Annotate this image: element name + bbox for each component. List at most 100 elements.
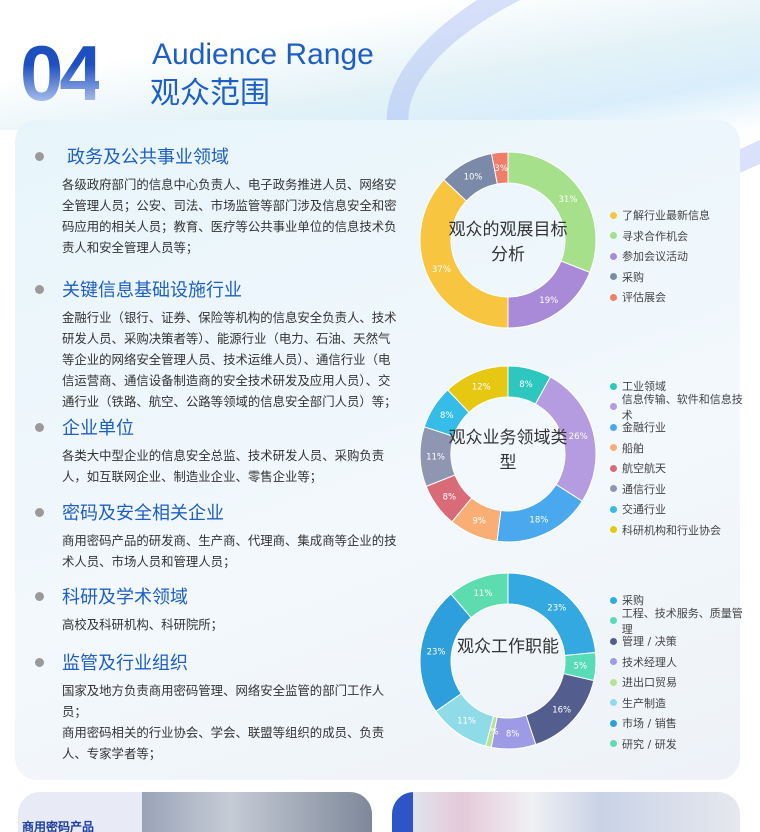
legend-item: 参加会议活动 bbox=[610, 246, 710, 267]
legend-item: 金融行业 bbox=[610, 417, 750, 438]
bullet-icon bbox=[35, 285, 44, 294]
legend-dot-icon bbox=[610, 485, 617, 493]
legend-label: 寻求合作机会 bbox=[622, 229, 688, 243]
legend-dot-icon bbox=[610, 403, 617, 411]
donut-slice bbox=[507, 260, 591, 329]
exhibition-photo-left: 商用密码产品 bbox=[18, 792, 372, 832]
slice-label: 8% bbox=[440, 411, 454, 421]
legend-item: 工程、技术服务、质量管理 bbox=[610, 607, 750, 636]
legend-label: 采购 bbox=[622, 594, 644, 608]
legend-item: 航空航天 bbox=[610, 458, 750, 479]
legend-item: 生产制造 bbox=[610, 693, 750, 714]
legend-label: 市场 / 销售 bbox=[622, 717, 677, 731]
legend-item: 船舶 bbox=[610, 438, 750, 459]
chart-legend: 采购 工程、技术服务、质量管理 管理 / 决策 技术经理人进出口贸易生产制造市场 / … bbox=[610, 590, 750, 754]
legend-dot-icon bbox=[610, 740, 617, 748]
legend-label: 进出口贸易 bbox=[622, 676, 677, 690]
legend-label: 采购 bbox=[622, 270, 644, 284]
legend-dot-icon bbox=[610, 273, 617, 281]
legend-item: 市场 / 销售 bbox=[610, 713, 750, 734]
title-cn: 观众范围 bbox=[150, 76, 270, 111]
legend-dot-icon bbox=[610, 617, 617, 625]
section-body: 各类大中型企业的信息安全总监、技术研发人员、采购负责人，如互联网企业、制造业企业… bbox=[62, 448, 385, 484]
section-title: 密码及安全相关企业 bbox=[62, 503, 224, 524]
legend-label: 信息传输、软件和信息技术 bbox=[621, 392, 743, 422]
legend-label: 生产制造 bbox=[622, 696, 666, 710]
legend-dot-icon bbox=[610, 423, 617, 431]
section-title: 监管及行业组织 bbox=[62, 653, 188, 674]
legend-dot-icon bbox=[610, 637, 617, 645]
bullet-icon bbox=[35, 508, 44, 517]
legend-dot-icon bbox=[610, 678, 617, 686]
title-en: Audience Range bbox=[152, 38, 374, 71]
section-title: 政务及公共事业领域 bbox=[67, 147, 229, 168]
donut-svg: 31% 19% 37% 10% 3% bbox=[419, 151, 597, 329]
slice-label: 5% bbox=[574, 662, 588, 672]
slice-label: 23% bbox=[427, 648, 446, 658]
section-title: 关键信息基础设施行业 bbox=[62, 280, 242, 301]
legend-label: 通信行业 bbox=[622, 482, 666, 496]
section-government: 政务及公共事业领域各级政府部门的信息中心负责人、电子政务推进人员、网络安全管理人… bbox=[35, 146, 402, 258]
legend-item: 技术经理人 bbox=[610, 652, 750, 673]
content-panel bbox=[15, 120, 740, 780]
section-body: 高校及科研机构、科研院所； bbox=[62, 617, 224, 632]
legend-item: 采购 bbox=[610, 267, 710, 288]
legend-dot-icon bbox=[610, 293, 617, 301]
bullet-icon bbox=[35, 658, 44, 667]
chart-center-title: 观众业务领域类型 bbox=[448, 428, 568, 473]
chart-job-functions: 23% 5% 16% 8% 1% 11% 23% 11% 观众工作职能 采购 工程、技术服务、质量管… bbox=[410, 571, 750, 751]
photo-caption: 商用密码产品 bbox=[22, 820, 95, 832]
legend-item: 科研机构和行业协会 bbox=[610, 520, 750, 541]
slice-label: 37% bbox=[432, 265, 451, 275]
legend-label: 了解行业最新信息 bbox=[622, 209, 710, 223]
chart-center-title: 观众的观展目标分析 bbox=[448, 220, 568, 265]
donut-svg: 23% 5% 16% 8% 1% 11% 23% 11% bbox=[419, 572, 597, 750]
section-title: 科研及学术领域 bbox=[62, 587, 188, 608]
section-body: 国家及地方负责商用密码管理、网络安全监管的部门工作人员； 商用密码相关的行业协会… bbox=[62, 683, 385, 761]
donut-slice bbox=[419, 179, 509, 329]
slice-label: 26% bbox=[569, 432, 588, 442]
section-regulation: 监管及行业组织国家及地方负责商用密码管理、网络安全监管的部门工作人员； 商用密码… bbox=[35, 652, 402, 764]
legend-dot-icon bbox=[610, 382, 617, 390]
donut-svg: 8% 26% 18% 9% 8% 11% 8% 12% bbox=[419, 365, 597, 543]
chart-legend: 了解行业最新信息 寻求合作机会参加会议活动采购评估展会 bbox=[610, 205, 710, 308]
legend-dot-icon bbox=[610, 526, 617, 534]
legend-dot-icon bbox=[610, 464, 617, 472]
legend-label: 管理 / 决策 bbox=[622, 635, 677, 649]
section-research: 科研及学术领域高校及科研机构、科研院所； bbox=[35, 586, 402, 635]
legend-item: 评估展会 bbox=[610, 287, 710, 308]
slice-label: 31% bbox=[559, 195, 578, 205]
bullet-icon bbox=[35, 592, 44, 601]
legend-item: 采购 bbox=[610, 590, 750, 611]
section-title: 企业单位 bbox=[62, 418, 134, 439]
donut-slice bbox=[450, 572, 509, 619]
slice-label: 18% bbox=[529, 516, 548, 526]
legend-item: 寻求合作机会 bbox=[610, 226, 710, 247]
bullet-icon bbox=[35, 152, 44, 161]
chart-business-fields: 8% 26% 18% 9% 8% 11% 8% 12% 观众业务领域类型 工业领域 信息传输、软件和… bbox=[410, 364, 750, 544]
section-number: 04 bbox=[20, 29, 103, 117]
legend-item: 了解行业最新信息 bbox=[610, 205, 710, 226]
exhibition-photo-right bbox=[392, 792, 740, 832]
legend-item: 进出口贸易 bbox=[610, 672, 750, 693]
slice-label: 11% bbox=[474, 589, 493, 599]
legend-label: 技术经理人 bbox=[622, 655, 677, 669]
bullet-icon bbox=[35, 423, 44, 432]
slice-label: 9% bbox=[472, 517, 486, 527]
legend-dot-icon bbox=[610, 699, 617, 707]
donut-slice bbox=[490, 151, 509, 185]
slice-label: 11% bbox=[426, 452, 445, 462]
header-background bbox=[0, 0, 760, 263]
chart-legend: 工业领域 信息传输、软件和信息技术 金融行业船舶航空航天通信行业交通行业科研机构和行… bbox=[610, 376, 750, 540]
legend-item: 交通行业 bbox=[610, 499, 750, 520]
section-enterprise: 企业单位各类大中型企业的信息安全总监、技术研发人员、采购负责人，如互联网企业、制… bbox=[35, 417, 402, 487]
legend-dot-icon bbox=[610, 505, 617, 513]
legend-label: 交通行业 bbox=[622, 503, 666, 517]
legend-item: 工业领域 bbox=[610, 376, 750, 397]
legend-label: 船舶 bbox=[622, 441, 644, 455]
legend-dot-icon bbox=[610, 658, 617, 666]
section-body: 各级政府部门的信息中心负责人、电子政务推进人员、网络安全管理人员；公安、司法、市… bbox=[62, 177, 397, 255]
section-crypto: 密码及安全相关企业 商用密码产品的研发商、生产商、代理商、集成商等企业的技术人员、… bbox=[35, 502, 402, 572]
slice-label: 16% bbox=[552, 706, 571, 716]
legend-item: 信息传输、软件和信息技术 bbox=[610, 393, 750, 422]
